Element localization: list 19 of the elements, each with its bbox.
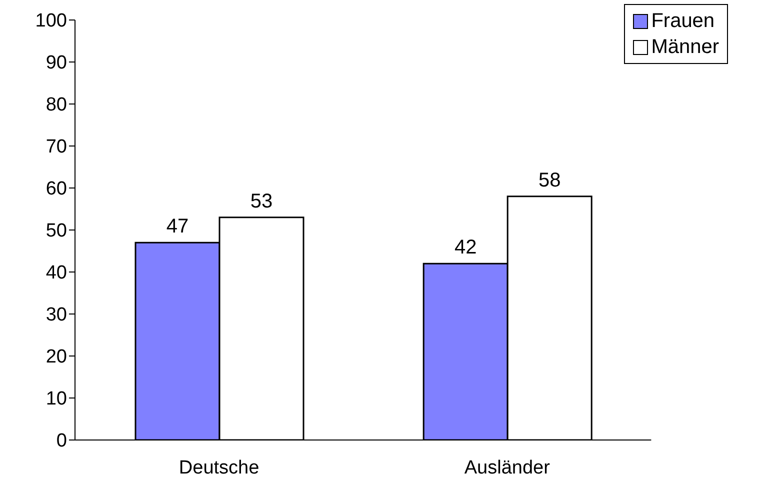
y-tick-label: 10: [46, 388, 67, 410]
x-tick-label: Ausländer: [464, 457, 551, 478]
data-label: 53: [250, 190, 273, 212]
y-tick-label: 30: [46, 304, 67, 326]
y-tick-label: 0: [56, 430, 67, 452]
legend-label: Frauen: [651, 9, 715, 34]
y-tick-label: 90: [46, 52, 67, 74]
data-label: 47: [166, 216, 189, 238]
y-tick-label: 70: [46, 136, 67, 158]
y-tick-label: 80: [46, 94, 67, 116]
data-label: 58: [538, 169, 561, 192]
legend-label: Männer: [651, 35, 719, 60]
y-tick-label: 40: [46, 262, 67, 284]
data-label: 42: [454, 236, 477, 259]
y-tick-label: 20: [46, 346, 67, 368]
x-tick-label: Deutsche: [178, 457, 260, 478]
y-tick-label: 50: [46, 220, 67, 242]
y-tick-label: 60: [46, 178, 67, 200]
y-tick-label: 100: [35, 10, 67, 32]
